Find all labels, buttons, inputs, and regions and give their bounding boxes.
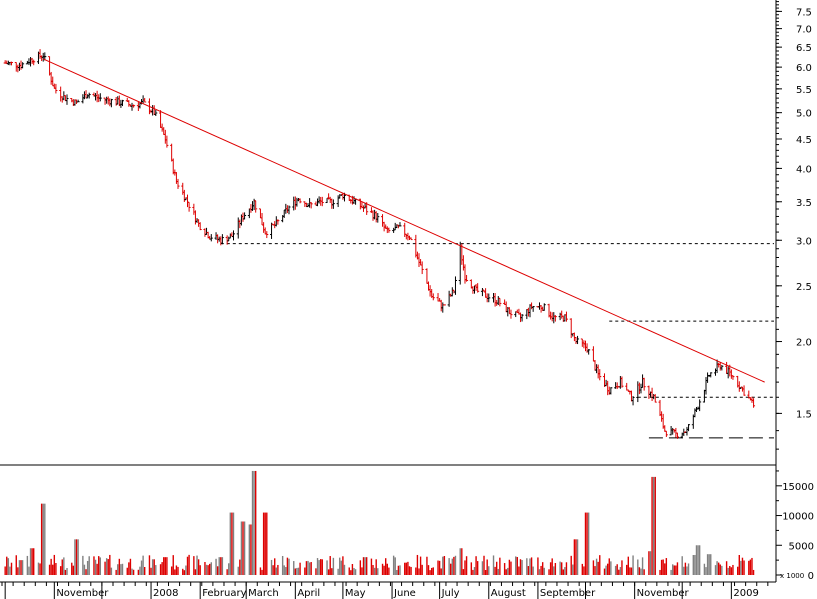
volume-axis: 15000 10000 5000 0 bbox=[776, 470, 814, 582]
volume-tick-label: 15000 bbox=[782, 482, 814, 493]
month-label: June bbox=[393, 588, 416, 599]
price-tick-label: 7.0 bbox=[796, 25, 812, 36]
price-tick-label: 5.5 bbox=[796, 85, 812, 96]
price-tick-label: 4.0 bbox=[796, 164, 812, 175]
price-tick-label: 6.0 bbox=[796, 63, 812, 74]
month-label: February bbox=[202, 588, 246, 599]
volume-unit-label: x 1000 bbox=[780, 572, 804, 580]
support-lines bbox=[220, 243, 774, 439]
volume-bars bbox=[4, 470, 755, 575]
price-tick-label: 6.5 bbox=[796, 43, 812, 54]
volume-tick-label: 10000 bbox=[782, 512, 814, 523]
trendline bbox=[43, 58, 765, 383]
month-label: April bbox=[297, 588, 320, 599]
month-label: 2009 bbox=[733, 588, 758, 599]
price-axis: 7.5 7.0 6.5 6.0 5.5 5.0 4.5 4.0 3.5 3.0 2.5 2.0 1.5 bbox=[776, 1, 812, 450]
price-tick-label: 4.5 bbox=[796, 135, 812, 146]
price-tick-label: 2.5 bbox=[796, 282, 812, 293]
price-tick-label: 1.5 bbox=[796, 409, 812, 420]
price-tick-label: 2.0 bbox=[796, 338, 812, 349]
month-label: November bbox=[637, 588, 690, 599]
price-tick-label: 3.0 bbox=[796, 236, 812, 247]
month-label: November bbox=[56, 588, 109, 599]
month-label: March bbox=[248, 588, 278, 599]
volume-panel: 15000 10000 5000 0 x 1000 bbox=[4, 465, 814, 582]
price-tick-label: 3.5 bbox=[796, 198, 812, 209]
time-axis: November 2008 February March April May June Jul… bbox=[1, 582, 769, 599]
price-panel: 7.5 7.0 6.5 6.0 5.5 5.0 4.5 4.0 3.5 3.0 2.5 2.0 1.5 bbox=[3, 0, 812, 465]
volume-tick-label: 0 bbox=[808, 571, 814, 582]
volume-tick-label: 5000 bbox=[789, 541, 814, 552]
month-label: 2008 bbox=[153, 588, 178, 599]
month-label: August bbox=[491, 588, 526, 599]
price-tick-label: 7.5 bbox=[796, 7, 812, 18]
price-tick-label: 5.0 bbox=[796, 109, 812, 120]
month-label: September bbox=[540, 588, 596, 599]
month-label: July bbox=[441, 588, 460, 599]
month-label: May bbox=[345, 588, 366, 599]
